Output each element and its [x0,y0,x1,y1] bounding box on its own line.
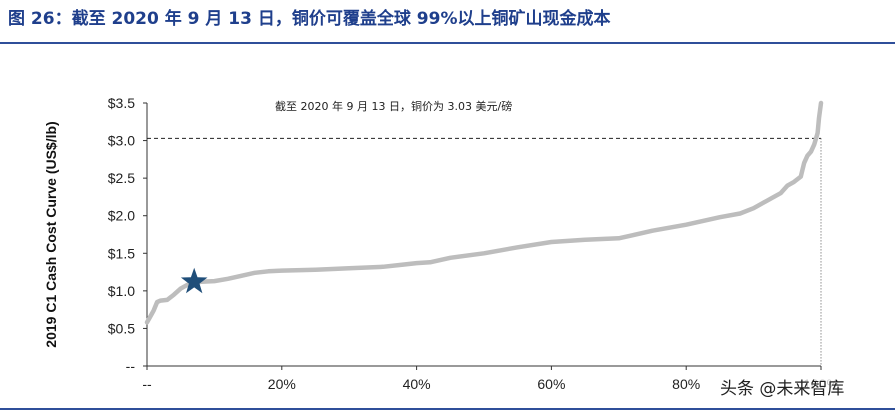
y-tick-label: $1.0 [108,283,135,299]
cash-cost-curve-line [144,100,824,325]
x-tick-label: 60% [537,376,565,392]
y-ticks: -- $0.5 $1.0 $1.5 $2.0 $2.5 $3.0 $3.5 [108,95,147,374]
y-tick-label: $0.5 [108,320,135,336]
y-tick-label: $2.5 [108,170,135,186]
y-tick-label: $1.5 [108,245,135,261]
y-tick-label: $3.5 [108,95,135,111]
x-tick-label: -- [142,376,152,392]
y-tick-label: $2.0 [108,208,135,224]
copper-price-annotation: 截至 2020 年 9 月 13 日，铜价为 3.03 美元/磅 [275,99,512,113]
x-tick-label: 40% [403,376,431,392]
y-tick-label: $3.0 [108,133,135,149]
y-tick-label: -- [126,358,136,374]
figure-title: 图 26：截至 2020 年 9 月 13 日，铜价可覆盖全球 99%以上铜矿山… [8,9,611,29]
y-axis-title: 2019 C1 Cash Cost Curve (US$/lb) [43,121,59,347]
x-tick-label: 20% [268,376,296,392]
star-marker-icon [180,267,208,294]
bottom-rule [0,408,895,410]
top-rule [0,42,895,44]
y-axis-title-group: 2019 C1 Cash Cost Curve (US$/lb) [43,121,59,347]
watermark: 头条 @未来智库 [716,374,849,399]
x-tick-label: 80% [672,376,700,392]
